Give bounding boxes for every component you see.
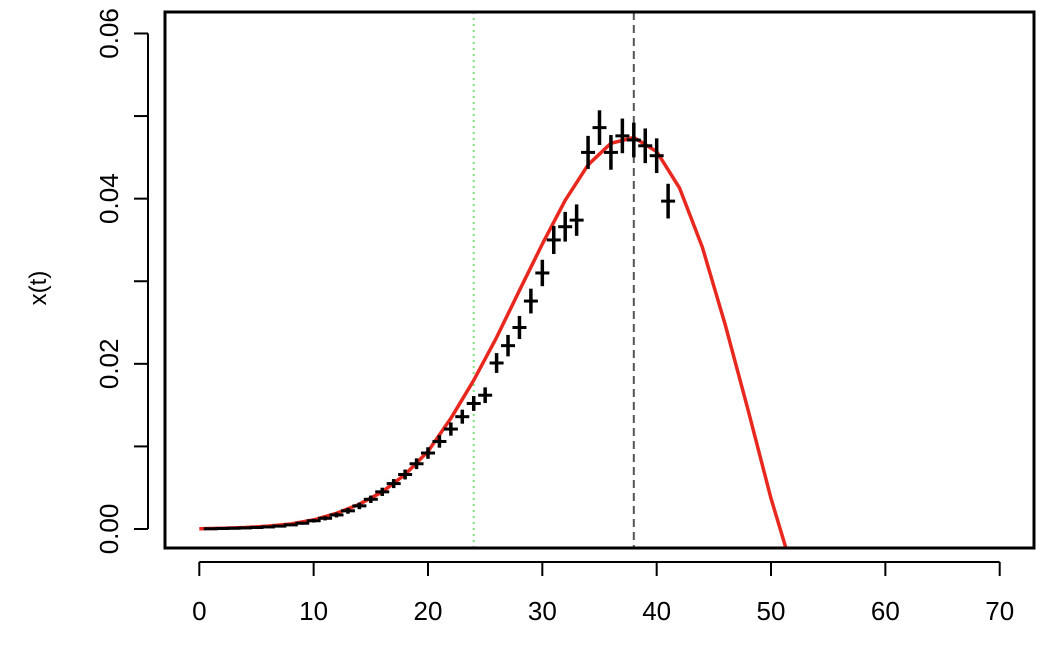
data-point: [340, 507, 355, 514]
y-tick-label: 0.06: [94, 8, 124, 59]
data-point: [432, 435, 447, 448]
x-tick-label: 0: [192, 596, 206, 626]
data-point: [581, 135, 596, 169]
x-tick-label: 70: [985, 596, 1014, 626]
data-point: [283, 523, 298, 527]
data-point: [318, 516, 333, 521]
data-point: [603, 135, 618, 170]
data-point: [329, 512, 344, 518]
data-point: [455, 409, 470, 424]
data-points-layer: [203, 110, 676, 531]
plot-frame: [163, 10, 1036, 550]
x-tick-label: 60: [871, 596, 900, 626]
x-tick-label: 50: [757, 596, 786, 626]
data-point: [535, 259, 550, 287]
data-point: [398, 469, 413, 480]
data-point: [363, 495, 378, 503]
data-point: [649, 138, 664, 174]
y-axis-title-group: x(t): [25, 271, 52, 306]
y-tick-label: 0.02: [94, 339, 124, 390]
fitted-curve-layer: [199, 135, 788, 549]
data-point: [546, 225, 561, 254]
fitted-curve: [199, 135, 788, 549]
data-point: [661, 183, 676, 219]
data-point: [386, 479, 401, 489]
y-tick-label: 0.00: [94, 504, 124, 555]
data-point: [466, 396, 481, 411]
data-point: [592, 110, 607, 145]
data-point: [375, 487, 390, 496]
data-point: [443, 422, 458, 436]
x-tick-label: 10: [299, 596, 328, 626]
data-point: [352, 502, 367, 510]
data-point: [512, 315, 527, 340]
data-point: [615, 118, 630, 154]
y-tick-label: 0.04: [94, 173, 124, 224]
data-point: [523, 288, 538, 314]
y-axis-title: x(t): [25, 271, 52, 306]
x-axis: 0 10 20 30 40 50 60 70: [192, 561, 1014, 626]
data-point: [295, 521, 310, 525]
y-axis: 0.00 0.02 0.04 0.06: [94, 8, 149, 555]
x-tick-label: 40: [642, 596, 671, 626]
x-tick-label: 30: [528, 596, 557, 626]
reference-lines: [472, 12, 635, 548]
data-point: [306, 518, 321, 523]
data-point: [558, 211, 573, 242]
data-point: [420, 447, 435, 459]
data-point: [626, 122, 641, 158]
data-point: [489, 353, 504, 373]
data-point: [638, 128, 653, 164]
data-point: [478, 387, 493, 404]
data-point: [501, 334, 516, 357]
data-point: [409, 458, 424, 470]
data-point: [569, 204, 584, 236]
x-tick-label: 20: [414, 596, 443, 626]
